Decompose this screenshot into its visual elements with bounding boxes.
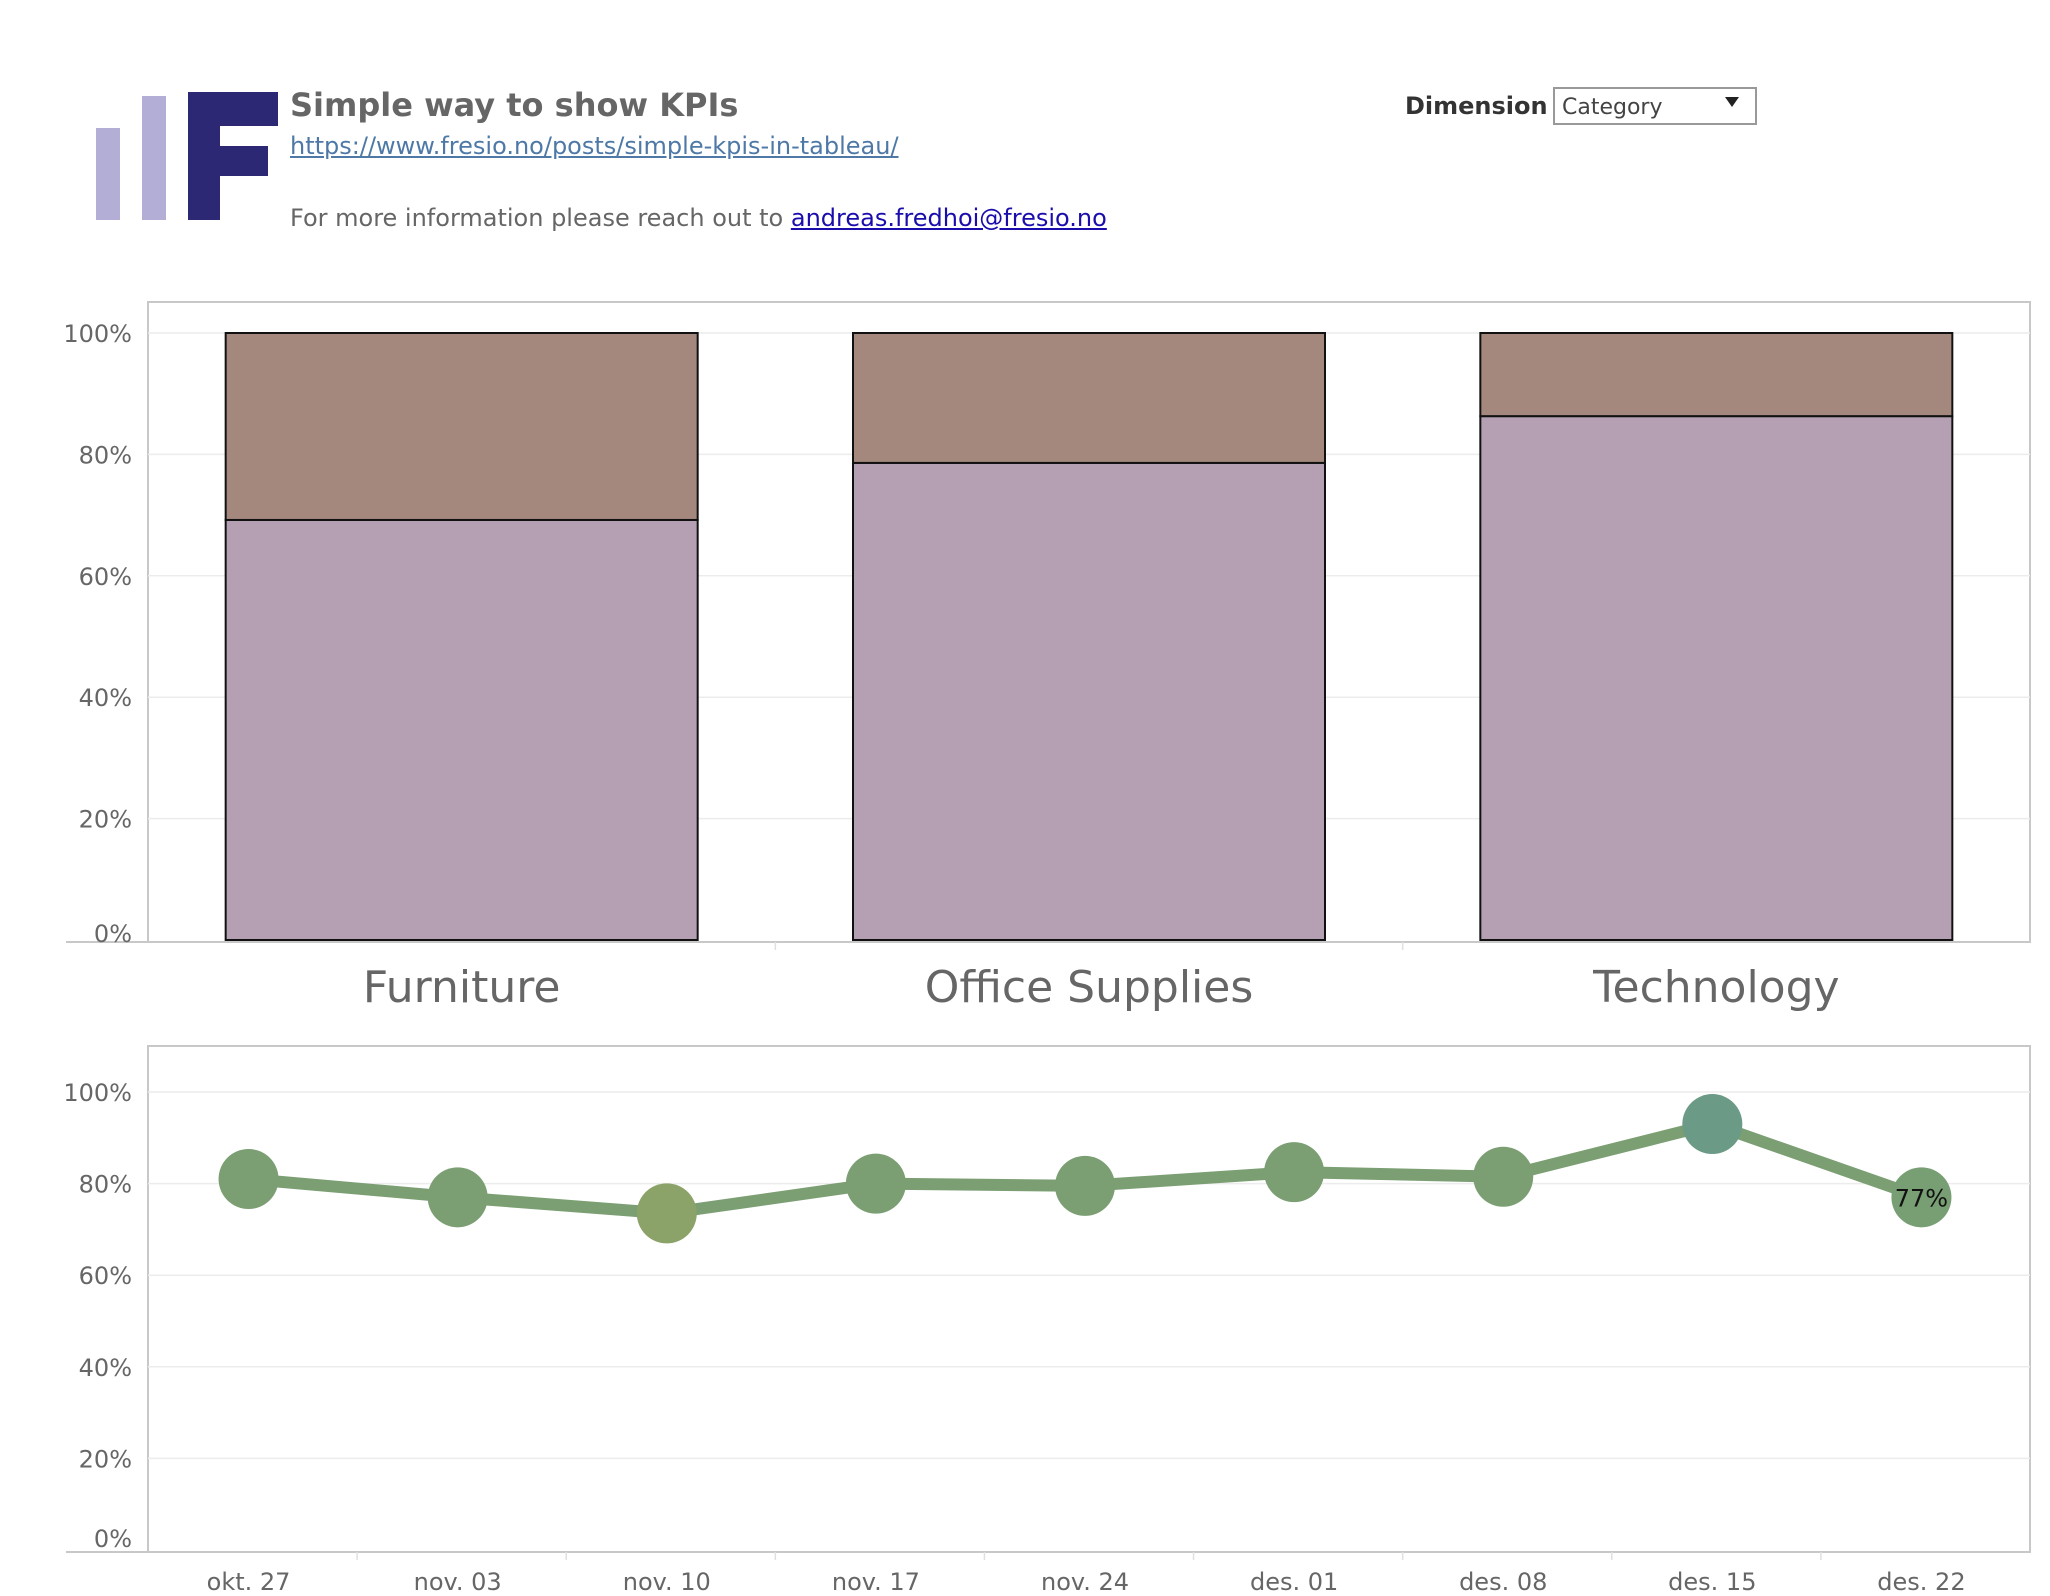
bar-segment [852, 461, 1326, 941]
kpi-point [427, 1167, 488, 1228]
contact-info: For more information please reach out to… [290, 204, 1107, 232]
dimension-label: Dimension [1405, 92, 1548, 120]
line-x-tick-label: des. 08 [1459, 1568, 1547, 1596]
bar-y-tick-label: 40% [79, 684, 132, 712]
line-x-tick-label: nov. 03 [414, 1568, 502, 1596]
kpi-point [636, 1183, 697, 1244]
page-title: Simple way to show KPIs [290, 86, 739, 124]
line-x-tick-label: nov. 10 [623, 1568, 711, 1596]
line-x-tick-label: nov. 17 [832, 1568, 920, 1596]
bar-y-tick-label: 20% [79, 806, 132, 834]
line-x-tick-label: des. 15 [1668, 1568, 1756, 1596]
bar-segment [1479, 332, 1954, 418]
bar-y-tick-label: 60% [79, 563, 132, 591]
bar-y-tick-label: 0% [94, 920, 132, 948]
dimension-select[interactable]: Category [1553, 87, 1757, 125]
line-y-tick-label: 60% [79, 1262, 132, 1290]
line-y-tick-label: 40% [79, 1354, 132, 1382]
kpi-point [1055, 1155, 1115, 1216]
bar-category-label: Technology [1592, 962, 1839, 1013]
kpi-point-label: 77% [1895, 1184, 1948, 1212]
kpi-point [1682, 1094, 1743, 1155]
line-y-tick-label: 100% [63, 1079, 132, 1107]
bar-category-label: Office Supplies [925, 962, 1254, 1013]
bar-plot-frame [147, 301, 2031, 943]
fresio-logo [96, 92, 278, 220]
bar-category-label: Furniture [363, 962, 561, 1013]
line-x-tick-label: nov. 24 [1041, 1568, 1129, 1596]
contact-text: For more information please reach out to [290, 204, 791, 232]
bar-segment [852, 332, 1326, 464]
kpi-point [1473, 1146, 1534, 1207]
email-link[interactable]: andreas.fredhoi@fresio.no [790, 204, 1107, 232]
line-y-tick-label: 20% [79, 1445, 132, 1473]
bar-segment [224, 332, 699, 521]
dimension-select-value: Category [1562, 95, 1663, 120]
line-x-tick-label: des. 01 [1250, 1568, 1338, 1596]
kpi-point [1891, 1167, 1952, 1228]
line-x-tick-label: okt. 27 [207, 1568, 291, 1596]
kpi-point [845, 1153, 906, 1214]
bar-segment [224, 518, 699, 941]
line-x-tick-label: des. 22 [1877, 1568, 1965, 1596]
chevron-down-icon [1725, 97, 1739, 107]
kpi-point [1264, 1142, 1325, 1203]
line-plot-frame [147, 1045, 2031, 1553]
bar-y-tick-label: 80% [79, 441, 132, 469]
line-y-tick-label: 0% [94, 1525, 132, 1553]
line-y-tick-label: 80% [79, 1171, 132, 1199]
bar-y-tick-label: 100% [63, 320, 132, 348]
blog-post-link[interactable]: https://www.fresio.no/posts/simple-kpis-… [290, 132, 899, 160]
kpi-point [218, 1149, 279, 1210]
